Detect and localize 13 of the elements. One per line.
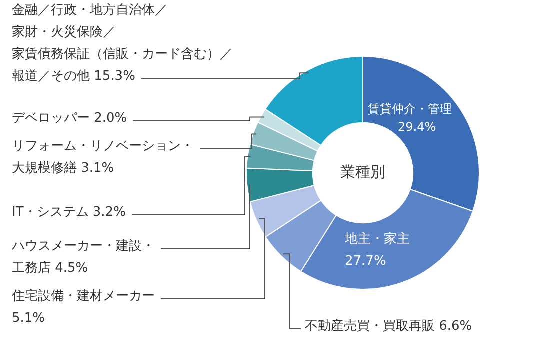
slice-label: 住宅設備・建材メーカー xyxy=(11,288,155,304)
slice-label: デベロッパー 2.0% xyxy=(12,110,128,126)
data-label: 27.7% xyxy=(345,254,386,269)
text: 業種別 xyxy=(340,162,386,181)
slice-label: 地主・家主 xyxy=(344,230,410,247)
data-label: 29.4% xyxy=(398,120,436,134)
slice-label: 不動産売買・買取再販 6.6% xyxy=(305,318,472,334)
slice-label: IT・システム 3.2% xyxy=(12,204,126,220)
slice-label: ハウスメーカー・建設・工務店 4.5% xyxy=(11,238,155,276)
slice-label: 金融／行政・地方自治体／家財・火災保険／家賃債務保証（信販・カード含む）／報道／その他 15.3% xyxy=(12,2,233,84)
slice-label: リフォーム・リノベーション・大規模修繕 3.1% xyxy=(12,138,194,176)
slice-label: 賃貸仲介・管理 xyxy=(368,102,452,116)
data-label: 5.1% xyxy=(12,310,46,326)
